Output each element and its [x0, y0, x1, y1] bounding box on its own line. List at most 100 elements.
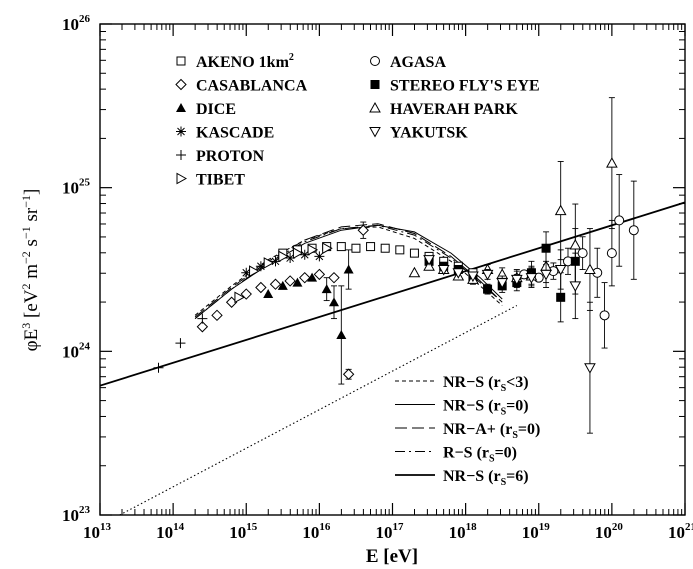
data-point: [481, 269, 494, 281]
x-tick-exp: 16: [319, 521, 331, 533]
marker-square-open: [395, 245, 405, 255]
data-point: [584, 363, 596, 374]
legend-line-sub: S: [501, 407, 507, 418]
data-point: [525, 273, 538, 284]
y-label-e2: 2: [19, 284, 33, 290]
marker-square-open: [380, 243, 390, 253]
data-point: [269, 278, 282, 290]
marker-triangle-right-open: [234, 291, 245, 304]
marker-diamond-open: [175, 78, 187, 91]
marker-triangle-down-open: [540, 269, 552, 281]
marker-triangle-filled: [176, 103, 186, 112]
marker-circle-open: [370, 56, 380, 66]
marker-triangle-down-open: [584, 363, 596, 374]
x-tick-base: 10: [668, 523, 685, 542]
data-point: [313, 268, 326, 281]
legend-marker: [176, 172, 188, 185]
legend-entry: KASCADE: [176, 125, 274, 142]
data-point: [196, 321, 209, 333]
data-point: [234, 291, 245, 304]
legend-entry: CASABLANCA: [175, 78, 308, 95]
data-point: [569, 281, 582, 292]
legend-line-entry: R−S (rS=0): [395, 445, 517, 465]
marker-triangle-open: [423, 260, 435, 271]
data-point: [510, 274, 523, 286]
data-point: [336, 242, 346, 252]
legend-experiments: AKENO 1km2 CASABLANCA DICE KASCADE PROTON TIB…: [175, 52, 540, 189]
legend-entry: PROTON: [176, 148, 265, 165]
legend-entry: DICE: [176, 101, 236, 118]
data-point: [292, 247, 304, 259]
legend-label-text: TIBET: [196, 172, 245, 189]
marker-asterisk: [270, 256, 281, 267]
marker-square-open: [336, 242, 346, 252]
data-point: [321, 284, 332, 294]
marker-triangle-down-open: [452, 268, 465, 279]
marker-triangle-filled: [277, 280, 288, 290]
x-tick-exp: 14: [173, 521, 185, 533]
data-point: [322, 242, 333, 255]
model-curve-dashed-short: [194, 226, 503, 316]
marker-diamond-open: [196, 321, 209, 333]
legend-label: AGASA: [390, 54, 446, 71]
marker-triangle-filled: [307, 272, 318, 282]
x-tick-base: 10: [229, 523, 246, 542]
marker-asterisk: [176, 126, 186, 137]
marker-triangle-right-open: [176, 172, 188, 185]
x-tick-exp: 17: [393, 521, 405, 533]
x-tick-exp: 13: [100, 521, 112, 533]
series-triangle-right-open: [234, 242, 333, 304]
data-point: [409, 248, 419, 258]
legend-line-tail: =6): [506, 468, 528, 485]
series-circle-open: [519, 174, 639, 349]
legend-line-label: R−S (rS=0): [443, 445, 517, 465]
y-label-exp3: 3: [19, 323, 33, 329]
legend-line-main: NR−S (r: [443, 468, 501, 485]
marker-asterisk: [299, 249, 310, 260]
data-point: [299, 271, 311, 284]
x-tick-base: 10: [522, 523, 539, 542]
data-point: [540, 269, 552, 281]
legend-entry: STEREO FLY'S EYE: [370, 78, 540, 95]
data-point: [584, 263, 596, 274]
legend-label: DICE: [196, 101, 236, 118]
marker-triangle-down-open: [423, 255, 435, 266]
marker-triangle-filled: [329, 297, 339, 307]
marker-square-filled: [370, 80, 380, 89]
marker-diamond-open: [357, 224, 369, 236]
data-point: [606, 157, 618, 168]
legend-label-sup: 2: [289, 52, 294, 63]
y-label-em1a: −1: [19, 226, 33, 239]
marker-plus: [153, 362, 164, 373]
data-point: [241, 267, 252, 278]
y-tick-label: 1025: [62, 177, 91, 198]
marker-plus: [197, 313, 208, 324]
legend-line-entry: NR−S (rS=0): [395, 398, 529, 418]
marker-triangle-right-open: [263, 257, 275, 269]
data-point: [255, 281, 267, 294]
legend-label: AKENO 1km2: [196, 52, 294, 71]
data-point: [342, 368, 355, 380]
legend-marker: [175, 78, 187, 91]
legend-line-label: NR−A+ (rS=0): [443, 421, 540, 441]
x-tick-exp: 21: [685, 521, 693, 533]
data-point: [366, 242, 376, 252]
legend-marker: [370, 80, 380, 89]
series-diamond-open: [196, 221, 369, 380]
data-point: [467, 271, 479, 283]
model-curve-dotted: [119, 305, 518, 515]
x-tick-base: 10: [302, 523, 319, 542]
data-points: [153, 97, 639, 434]
data-point: [628, 225, 639, 236]
legend-line-sub: S: [489, 454, 495, 465]
legend-label: TIBET: [196, 172, 245, 189]
y-tick-base: 10: [62, 506, 79, 525]
legend-line-entry: NR−A+ (rS=0): [395, 421, 540, 441]
marker-triangle-open: [408, 266, 421, 278]
x-tick-base: 10: [156, 523, 173, 542]
data-point: [263, 257, 275, 269]
marker-triangle-down-open: [437, 265, 450, 276]
legend-label: YAKUTSK: [390, 125, 468, 142]
marker-triangle-down-open: [510, 274, 523, 286]
